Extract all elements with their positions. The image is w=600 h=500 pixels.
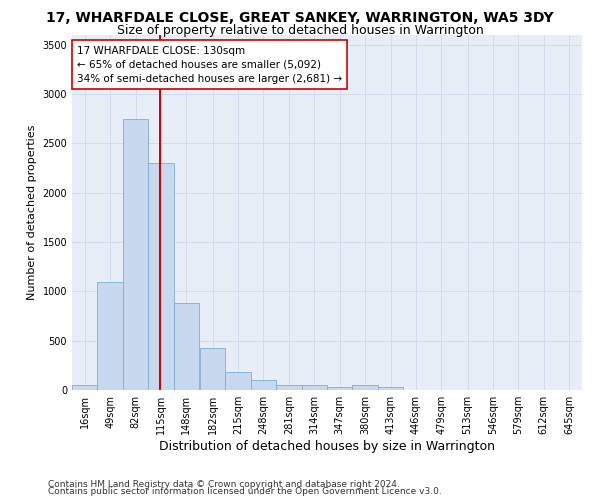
Text: 17 WHARFDALE CLOSE: 130sqm
← 65% of detached houses are smaller (5,092)
34% of s: 17 WHARFDALE CLOSE: 130sqm ← 65% of deta… (77, 46, 342, 84)
Bar (123, 119, 148, 390)
Text: Contains HM Land Registry data © Crown copyright and database right 2024.: Contains HM Land Registry data © Crown c… (48, 480, 400, 489)
Bar (173, 303, 199, 390)
X-axis label: Distribution of detached houses by size in Warrington: Distribution of detached houses by size … (159, 440, 495, 453)
Y-axis label: Number of detached properties: Number of detached properties (27, 125, 37, 300)
Bar (352, 384, 378, 390)
Bar (226, 372, 251, 390)
Bar (251, 380, 276, 390)
Text: Size of property relative to detached houses in Warrington: Size of property relative to detached ho… (116, 24, 484, 37)
Bar (97, 282, 123, 390)
Bar (276, 384, 302, 390)
Text: 17, WHARFDALE CLOSE, GREAT SANKEY, WARRINGTON, WA5 3DY: 17, WHARFDALE CLOSE, GREAT SANKEY, WARRI… (46, 11, 554, 25)
Bar (302, 385, 327, 390)
Text: Contains public sector information licensed under the Open Government Licence v3: Contains public sector information licen… (48, 488, 442, 496)
Bar (72, 385, 97, 390)
Bar (378, 387, 403, 390)
Bar (200, 348, 226, 390)
Bar (148, 163, 173, 390)
Bar (327, 387, 352, 390)
